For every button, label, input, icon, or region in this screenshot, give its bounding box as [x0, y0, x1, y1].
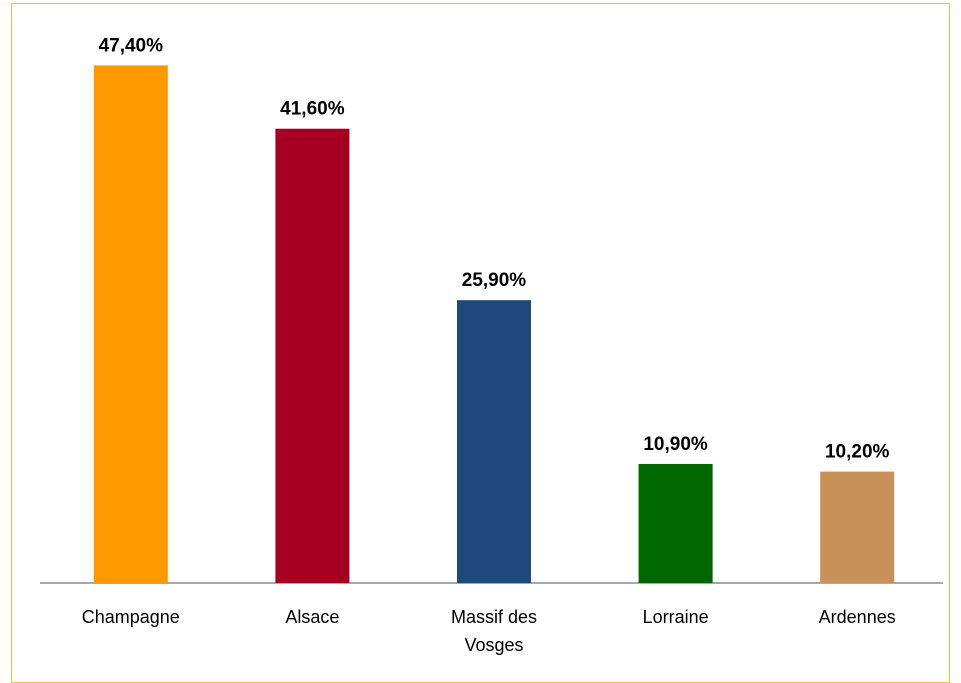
- x-tick-label: Lorraine: [642, 607, 709, 627]
- data-label: 47,40%: [99, 35, 164, 56]
- bar: [93, 65, 168, 584]
- x-tick-label: Ardennes: [818, 607, 896, 627]
- data-label: 10,90%: [643, 434, 708, 455]
- x-tick-label: Champagne: [81, 607, 180, 627]
- bar: [275, 128, 350, 583]
- data-label: 10,20%: [825, 442, 890, 463]
- x-tick-label: Massif des Vosges: [450, 607, 538, 655]
- bar: [457, 300, 531, 583]
- bar: [820, 471, 895, 583]
- data-label: 41,60%: [280, 99, 345, 120]
- bar: [638, 463, 713, 583]
- data-label: 25,90%: [462, 270, 527, 291]
- x-tick-label: Alsace: [285, 607, 340, 627]
